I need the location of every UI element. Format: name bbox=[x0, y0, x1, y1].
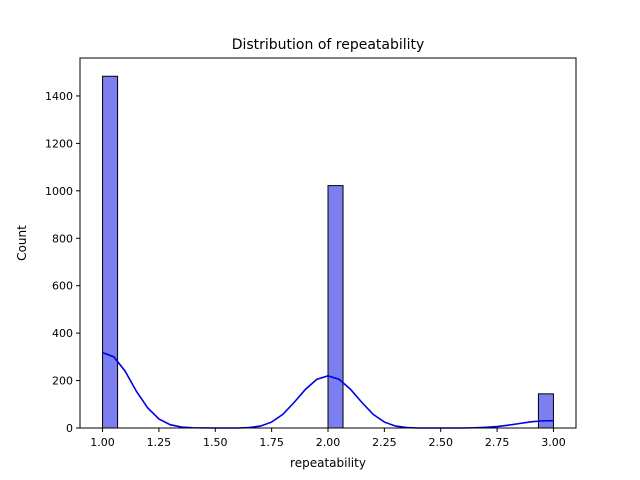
y-tick-label: 800 bbox=[52, 232, 73, 245]
y-tick-label: 1200 bbox=[45, 137, 73, 150]
x-axis-label: repeatability bbox=[290, 456, 366, 470]
y-tick-label: 1000 bbox=[45, 185, 73, 198]
chart-title: Distribution of repeatability bbox=[232, 37, 425, 53]
x-tick-label: 1.50 bbox=[203, 436, 228, 449]
y-tick-label: 600 bbox=[52, 280, 73, 293]
kde-curve bbox=[102, 351, 554, 429]
histogram-bar bbox=[102, 75, 119, 429]
x-tick-label: 2.50 bbox=[428, 436, 453, 449]
x-tick-label: 1.00 bbox=[90, 436, 115, 449]
y-tick-label: 200 bbox=[52, 375, 73, 388]
x-tick-label: 1.75 bbox=[259, 436, 284, 449]
y-tick-label: 400 bbox=[52, 327, 73, 340]
y-tick-label: 0 bbox=[66, 422, 73, 435]
x-axis: 1.00 1.25 1.50 1.75 2.00 2.25 2.50 2.75 3.00 bbox=[90, 428, 566, 449]
y-tick-label: 1400 bbox=[45, 90, 73, 103]
y-axis-label: Count bbox=[15, 225, 29, 261]
histogram-bar bbox=[327, 185, 344, 429]
x-tick-label: 1.25 bbox=[147, 436, 172, 449]
x-tick-label: 3.00 bbox=[541, 436, 566, 449]
x-tick-label: 2.25 bbox=[372, 436, 397, 449]
histogram-bar bbox=[537, 393, 554, 429]
x-tick-label: 2.75 bbox=[485, 436, 510, 449]
histogram-bars bbox=[102, 75, 554, 429]
x-tick-label: 2.00 bbox=[316, 436, 341, 449]
y-axis: 0 200 400 600 800 1000 1200 1400 bbox=[45, 90, 80, 435]
